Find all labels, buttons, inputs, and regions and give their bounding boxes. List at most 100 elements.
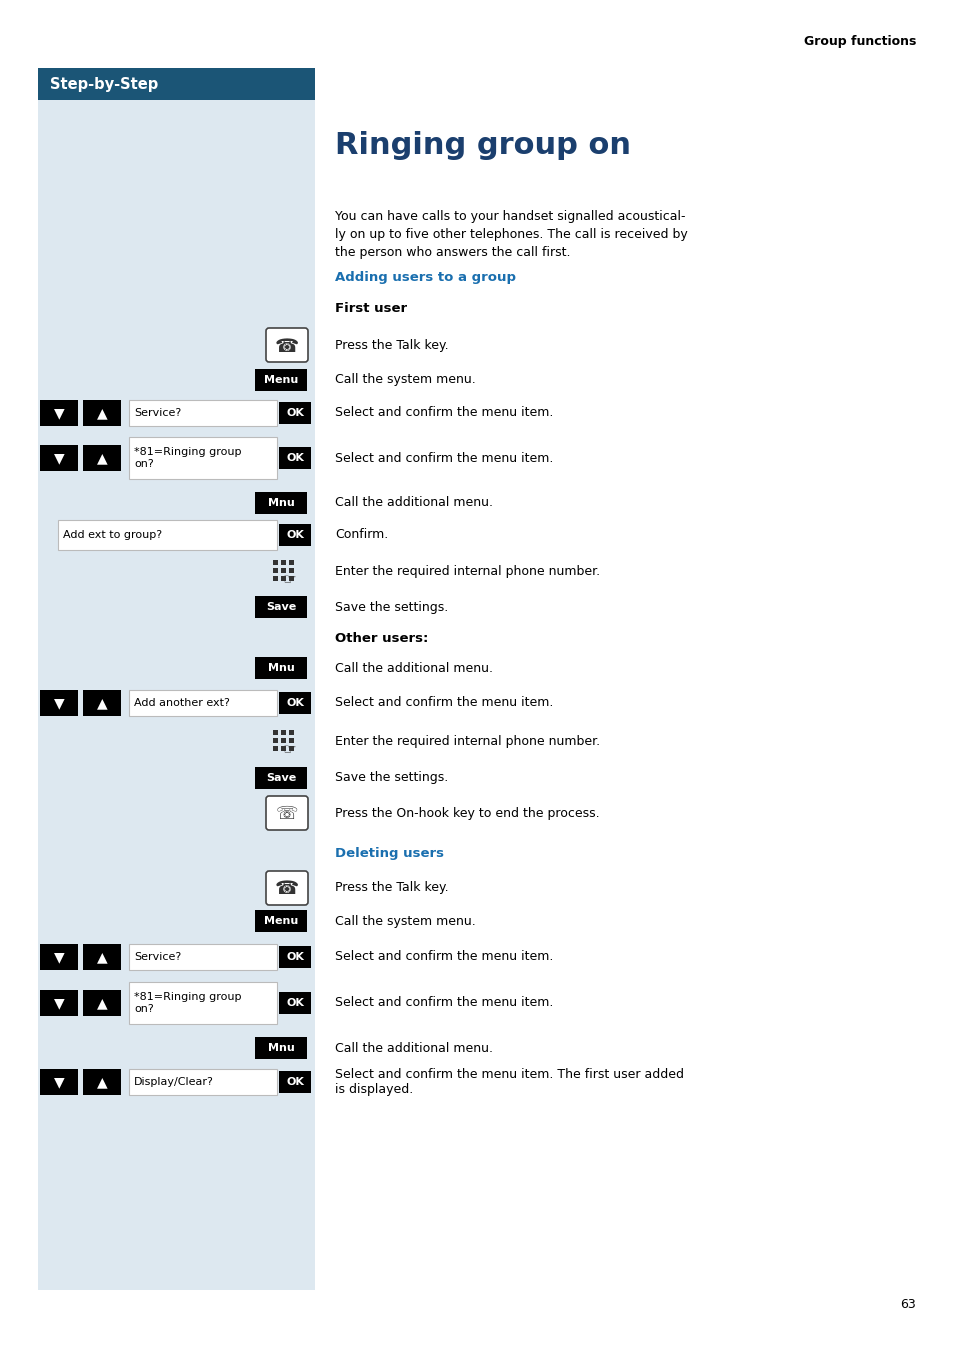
Text: ▼: ▼ [53,1075,64,1088]
Bar [273,738,277,744]
Text: ☎: ☎ [274,337,299,356]
Bar [278,992,311,1014]
Bar [83,445,121,470]
Text: Save: Save [266,773,295,783]
Text: Select and confirm the menu item.: Select and confirm the menu item. [335,996,553,1010]
Bar [278,946,311,968]
Text: ▲: ▲ [96,406,107,420]
Text: ▲: ▲ [96,1075,107,1088]
Bar [289,576,294,581]
Text: OK: OK [286,408,304,418]
Text: Mnu: Mnu [268,1042,294,1053]
Text: Add ext to group?: Add ext to group? [63,530,162,539]
Bar [254,767,307,790]
Bar [281,568,286,573]
Text: Select and confirm the menu item.: Select and confirm the menu item. [335,452,553,465]
Bar [129,944,276,969]
Bar [273,568,277,573]
Text: Press the Talk key.: Press the Talk key. [335,338,448,352]
Text: ▲: ▲ [96,452,107,465]
Text: Select and confirm the menu item.: Select and confirm the menu item. [335,950,553,964]
Bar [38,68,314,100]
Bar [254,369,307,391]
Text: Adding users to a group: Adding users to a group [335,272,516,284]
FancyBboxPatch shape [266,796,308,830]
Bar [254,596,307,618]
Bar [254,657,307,679]
Text: Add another ext?: Add another ext? [133,698,230,708]
Text: OK: OK [286,530,304,539]
Text: Enter the required internal phone number.: Enter the required internal phone number… [335,735,599,749]
Text: Step-by-Step: Step-by-Step [50,77,158,92]
Text: Call the additional menu.: Call the additional menu. [335,661,493,675]
Bar [254,492,307,514]
Bar [83,690,121,717]
Bar [40,1069,78,1095]
Text: Other users:: Other users: [335,631,428,645]
Bar [281,730,286,735]
Text: ☞: ☞ [282,572,295,588]
Text: Call the additional menu.: Call the additional menu. [335,1041,493,1055]
Text: Mnu: Mnu [268,498,294,508]
Text: Deleting users: Deleting users [335,846,443,860]
Text: ☏: ☏ [275,804,298,823]
Bar [281,560,286,565]
Bar [289,560,294,565]
Bar [254,1037,307,1059]
Text: ▲: ▲ [96,996,107,1010]
Bar [40,445,78,470]
Text: Call the system menu.: Call the system menu. [335,914,476,927]
Bar [278,1071,311,1092]
Text: Select and confirm the menu item.: Select and confirm the menu item. [335,407,553,419]
Text: *81=Ringing group
on?: *81=Ringing group on? [133,992,241,1014]
Text: Call the system menu.: Call the system menu. [335,373,476,387]
Bar [58,521,276,550]
Text: OK: OK [286,998,304,1009]
Text: Mnu: Mnu [268,662,294,673]
Bar [83,944,121,969]
Bar [273,560,277,565]
Text: Press the Talk key.: Press the Talk key. [335,882,448,895]
Bar [278,402,311,425]
Bar [83,400,121,426]
FancyBboxPatch shape [266,329,308,362]
Bar [40,400,78,426]
Bar [278,448,311,469]
Bar [83,990,121,1015]
Text: ▼: ▼ [53,996,64,1010]
Bar [273,746,277,750]
Text: ▲: ▲ [96,950,107,964]
Bar [281,576,286,581]
Bar [129,400,276,426]
Bar [273,730,277,735]
Text: Service?: Service? [133,408,181,418]
Bar [281,746,286,750]
Bar [40,690,78,717]
Bar [289,746,294,750]
Text: ▼: ▼ [53,406,64,420]
Bar [40,990,78,1015]
Text: Call the additional menu.: Call the additional menu. [335,496,493,510]
Bar [281,738,286,744]
Text: Enter the required internal phone number.: Enter the required internal phone number… [335,565,599,579]
Bar [289,568,294,573]
Text: Select and confirm the menu item. The first user added
is displayed.: Select and confirm the menu item. The fi… [335,1068,683,1096]
Text: Menu: Menu [264,375,297,385]
Bar [254,910,307,932]
Bar [129,1069,276,1095]
Text: Press the On-hook key to end the process.: Press the On-hook key to end the process… [335,807,599,819]
Text: 63: 63 [900,1298,915,1310]
Bar [129,437,276,479]
FancyBboxPatch shape [266,871,308,904]
Text: ▼: ▼ [53,696,64,710]
Bar [278,692,311,714]
Text: Save the settings.: Save the settings. [335,772,448,784]
Text: Group functions: Group functions [802,35,915,49]
Text: ☞: ☞ [282,742,295,757]
Text: ☎: ☎ [274,880,299,899]
Text: You can have calls to your handset signalled acoustical-
ly on up to five other : You can have calls to your handset signa… [335,210,687,260]
Bar [273,576,277,581]
Text: Ringing group on: Ringing group on [335,131,630,160]
Bar [289,738,294,744]
Bar [129,690,276,717]
